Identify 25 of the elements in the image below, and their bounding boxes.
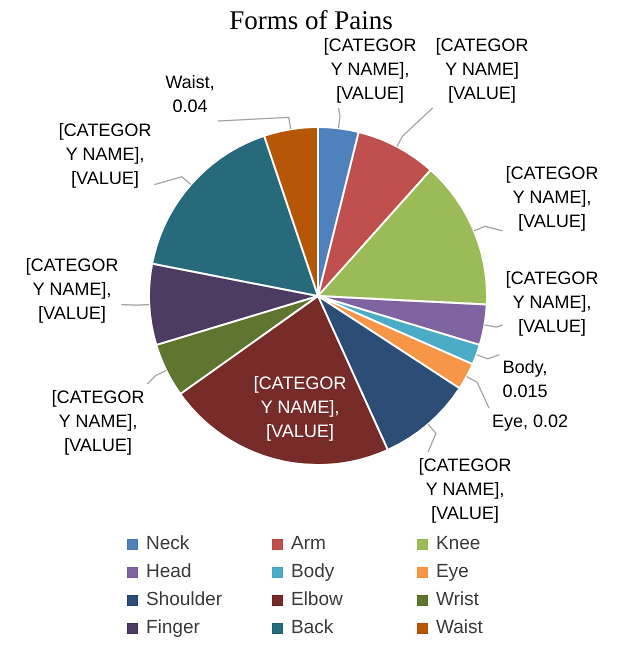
legend-label: Head (146, 561, 192, 583)
data-label: [CATEGORY NAME], [VALUE] (26, 254, 118, 323)
legend-label: Back (291, 617, 334, 639)
legend-label: Body (291, 561, 334, 583)
data-label: [CATEGORY NAME], [VALUE] (418, 454, 512, 523)
legend-label: Wrist (436, 589, 479, 611)
chart-title: Forms of Pains (229, 5, 393, 36)
data-label: [CATEGORY NAME], [VALUE] (254, 372, 346, 441)
data-label: Eye, 0.02 (492, 410, 568, 431)
data-label: [CATEGORY NAME], [VALUE] (52, 386, 144, 455)
legend-label: Finger (146, 617, 200, 639)
data-label: Waist, 0.04 (165, 72, 215, 116)
legend-label: Elbow (291, 589, 343, 611)
legend-label: Arm (291, 533, 326, 555)
data-label: [CATEGORY NAME], [VALUE] (506, 162, 598, 231)
legend-label: Shoulder (146, 589, 222, 611)
data-label: [CATEGORY NAME], [VALUE] (58, 120, 152, 188)
data-label: Body, 0.015 (502, 356, 548, 401)
legend-label: Knee (436, 533, 480, 555)
legend-label: Waist (436, 617, 483, 639)
data-label: [CATEGORY NAME], [VALUE] (324, 34, 416, 103)
data-label: [CATEGORY NAME], [VALUE] (506, 268, 598, 336)
legend-label: Neck (146, 533, 190, 555)
data-label: [CATEGORY NAME] [VALUE] (436, 34, 528, 103)
legend-label: Eye (436, 561, 469, 583)
